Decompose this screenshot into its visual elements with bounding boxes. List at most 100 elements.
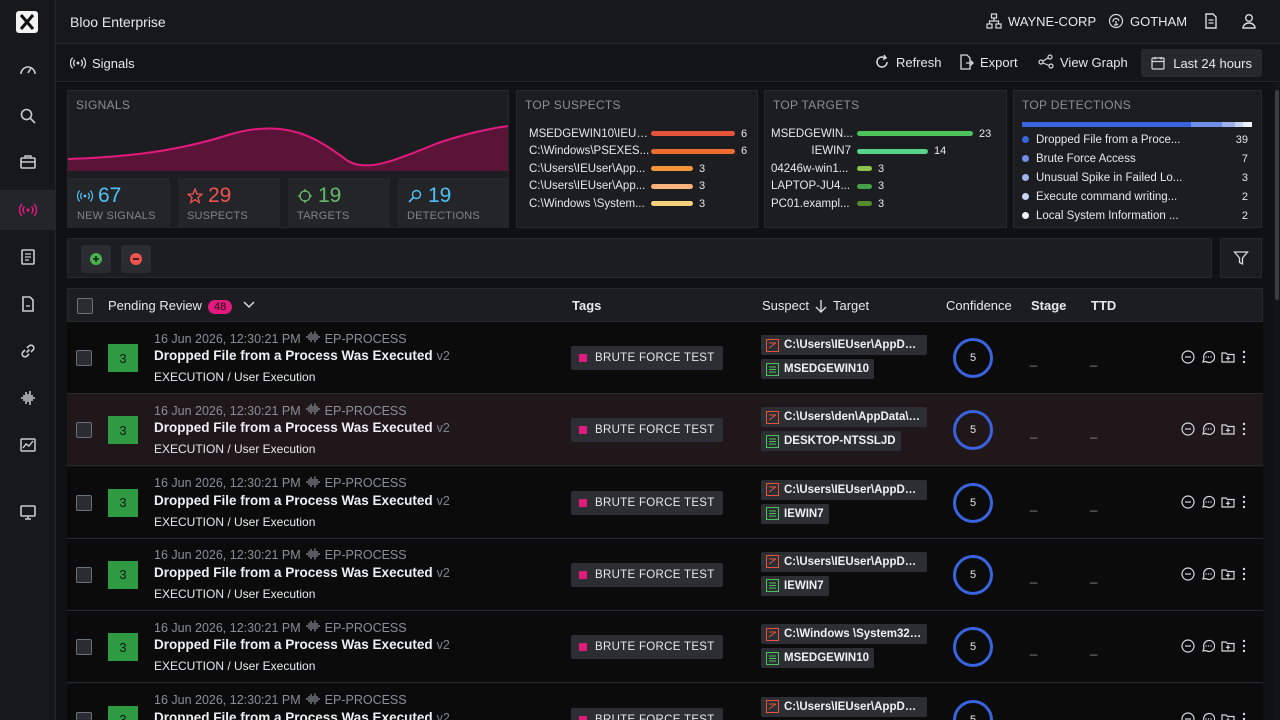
row-title[interactable]: Dropped File from a Process Was Executed…: [154, 637, 450, 652]
tag-chip[interactable]: BRUTE FORCE TEST: [571, 346, 723, 370]
comment-icon[interactable]: [1201, 495, 1215, 509]
col-ttd[interactable]: TTD: [1091, 298, 1117, 313]
add-to-case-icon[interactable]: [1221, 422, 1235, 436]
comment-icon[interactable]: [1201, 712, 1215, 720]
add-to-case-icon[interactable]: [1221, 567, 1235, 581]
target-chip[interactable]: IEWIN7: [761, 575, 829, 596]
list-item[interactable]: C:\Windows \System... 3: [529, 195, 705, 212]
tag-chip[interactable]: BRUTE FORCE TEST: [571, 707, 723, 720]
suspect-chip[interactable]: C:\Users\IEUser\AppData\...: [761, 479, 927, 500]
dismiss-icon[interactable]: [1181, 567, 1195, 581]
org-selector[interactable]: WAYNE-CORP: [986, 13, 1096, 29]
nav-analytics[interactable]: [0, 425, 56, 465]
row-title[interactable]: Dropped File from a Process Was Executed…: [154, 493, 450, 508]
table-row[interactable]: 3 16 Jun 2026, 12:30:21 PM EP-PROCESS Dropp…: [67, 538, 1263, 611]
add-to-case-icon[interactable]: [1221, 495, 1235, 509]
user-icon[interactable]: [1240, 12, 1258, 30]
nav-dashboard[interactable]: [0, 50, 56, 90]
site-selector[interactable]: GOTHAM: [1108, 13, 1187, 29]
more-vertical-icon[interactable]: [1241, 567, 1247, 581]
col-suspect-target[interactable]: Suspect Target: [762, 298, 869, 313]
nav-reports[interactable]: [0, 237, 56, 277]
tag-chip[interactable]: BRUTE FORCE TEST: [571, 635, 723, 660]
stat-detections[interactable]: 19 DETECTIONS: [398, 178, 508, 228]
nav-cases[interactable]: [0, 142, 56, 182]
target-chip[interactable]: IEWIN7: [761, 503, 829, 524]
dismiss-icon[interactable]: [1181, 494, 1195, 509]
target-chip[interactable]: MSEDGEWIN10: [761, 359, 874, 379]
more-vertical-icon[interactable]: [1241, 712, 1247, 720]
row-checkbox[interactable]: [76, 422, 92, 439]
list-item[interactable]: MSEDGEWIN... 23: [771, 125, 991, 142]
row-title[interactable]: Dropped File from a Process Was Executed…: [154, 710, 450, 720]
row-title[interactable]: Dropped File from a Process Was Executed…: [154, 565, 450, 580]
list-item[interactable]: Brute Force Access 7: [1022, 150, 1248, 167]
list-item[interactable]: Local System Information ... 2: [1022, 207, 1248, 224]
table-row[interactable]: 3 16 Jun 2026, 12:30:21 PM EP-PROCESS Dropp…: [67, 683, 1263, 720]
nav-devices[interactable]: [0, 492, 56, 532]
filter-button[interactable]: [1220, 238, 1262, 278]
dismiss-icon[interactable]: [1181, 711, 1195, 720]
tag-chip[interactable]: BRUTE FORCE TEST: [571, 490, 723, 515]
time-range-selector[interactable]: Last 24 hours: [1141, 49, 1262, 77]
add-to-case-icon[interactable]: [1221, 712, 1235, 720]
list-item[interactable]: C:\Users\IEUser\App... 3: [529, 178, 705, 195]
dismiss-icon[interactable]: [1181, 350, 1195, 364]
list-item[interactable]: Execute command writing... 2: [1022, 188, 1248, 205]
nav-integrations[interactable]: [0, 331, 56, 371]
stat-new-signals[interactable]: 67 NEW SIGNALS: [68, 178, 170, 228]
list-item[interactable]: LAPTOP-JU4... 3: [771, 178, 884, 195]
dismiss-icon[interactable]: [1181, 422, 1195, 436]
more-vertical-icon[interactable]: [1241, 350, 1247, 364]
row-checkbox[interactable]: [76, 566, 92, 583]
more-vertical-icon[interactable]: [1241, 639, 1247, 653]
more-vertical-icon[interactable]: [1241, 495, 1247, 509]
row-checkbox[interactable]: [76, 494, 92, 511]
suspect-chip[interactable]: C:\Windows \System32\wi...: [761, 624, 927, 645]
list-item[interactable]: PC01.exampl... 3: [771, 195, 884, 212]
list-item[interactable]: 04246w-win1... 3: [771, 160, 884, 177]
app-logo-icon[interactable]: [16, 11, 38, 33]
comment-icon[interactable]: [1201, 350, 1215, 364]
col-stage[interactable]: Stage: [1031, 298, 1067, 313]
view-graph-button[interactable]: View Graph: [1038, 54, 1128, 70]
group-selector[interactable]: Pending Review 48: [108, 298, 256, 314]
col-confidence[interactable]: Confidence: [946, 298, 1012, 313]
target-chip[interactable]: MSEDGEWIN10: [761, 648, 874, 669]
nav-search[interactable]: [0, 96, 56, 136]
table-row[interactable]: 3 16 Jun 2026, 12:30:21 PM EP-PROCESS Dropp…: [67, 466, 1263, 539]
table-row[interactable]: 3 16 Jun 2026, 12:30:21 PM EP-PROCESS Dropp…: [67, 322, 1263, 394]
stat-suspects[interactable]: 29 SUSPECTS: [178, 178, 280, 228]
row-checkbox[interactable]: [76, 350, 92, 366]
suspect-chip[interactable]: C:\Users\IEUser\AppData\...: [761, 335, 927, 355]
dismiss-icon[interactable]: [1181, 639, 1195, 653]
comment-icon[interactable]: [1201, 639, 1215, 653]
list-item[interactable]: C:\Windows\PSEXES... 6: [529, 143, 747, 160]
comment-icon[interactable]: [1201, 422, 1215, 436]
suspect-chip[interactable]: C:\Users\IEUser\AppData\...: [761, 551, 927, 572]
list-item[interactable]: C:\Users\IEUser\App... 3: [529, 160, 705, 177]
row-checkbox[interactable]: [76, 639, 92, 656]
list-item[interactable]: Unusual Spike in Failed Lo... 3: [1022, 169, 1248, 186]
comment-icon[interactable]: [1201, 567, 1215, 581]
refresh-button[interactable]: Refresh: [874, 54, 942, 70]
nav-signals[interactable]: [0, 190, 56, 230]
stat-targets[interactable]: 19 TARGETS: [288, 178, 390, 228]
tag-chip[interactable]: BRUTE FORCE TEST: [571, 562, 723, 587]
suspect-chip[interactable]: C:\Users\den\AppData\Lo...: [761, 407, 927, 428]
scrollbar-thumb[interactable]: [1275, 90, 1279, 300]
remove-button[interactable]: [121, 245, 151, 273]
nav-files[interactable]: [0, 284, 56, 324]
row-title[interactable]: Dropped File from a Process Was Executed…: [154, 348, 450, 363]
list-item[interactable]: IEWIN7 14: [771, 143, 946, 160]
table-row[interactable]: 3 16 Jun 2026, 12:30:21 PM EP-PROCESS Dropp…: [67, 611, 1263, 684]
row-title[interactable]: Dropped File from a Process Was Executed…: [154, 420, 450, 435]
target-chip[interactable]: DESKTOP-NTSSLJD: [761, 431, 901, 452]
docs-icon[interactable]: [1202, 12, 1220, 30]
scrollbar-track[interactable]: [1274, 82, 1280, 720]
list-item[interactable]: Dropped File from a Proce... 39: [1022, 131, 1248, 148]
select-all-checkbox[interactable]: [77, 298, 93, 314]
list-item[interactable]: MSEDGEWIN10\IEUs... 6: [529, 125, 747, 142]
export-button[interactable]: Export: [958, 54, 1018, 70]
nav-activity[interactable]: [0, 378, 56, 418]
